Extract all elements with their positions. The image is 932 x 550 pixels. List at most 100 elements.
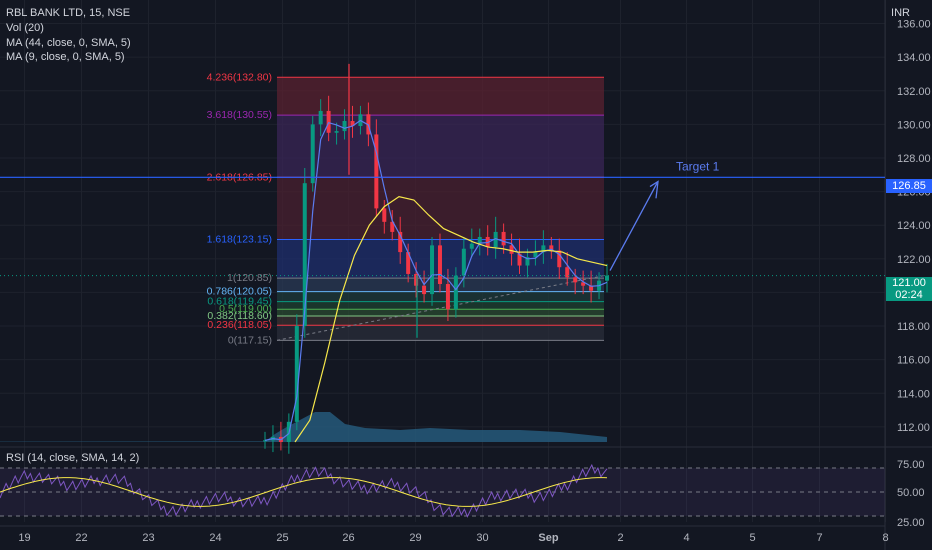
candle-body [605, 275, 609, 281]
time-axis-tick: 7 [816, 532, 822, 544]
time-axis-tick: 2 [617, 532, 623, 544]
candle-body [294, 326, 299, 422]
time-axis-tick: 26 [342, 532, 354, 544]
candle-body [326, 110, 331, 133]
candle-body [469, 243, 474, 249]
time-axis-tick: 8 [882, 532, 888, 544]
fib-zone [277, 291, 604, 302]
candle-body [501, 231, 506, 246]
symbol-title-text: RBL BANK LTD, 15, NSE [6, 7, 131, 19]
candle-body [318, 110, 323, 125]
fib-level-label: 4.236(132.80) [207, 71, 272, 83]
rsi-ma-line [0, 477, 608, 507]
candle-body [477, 236, 482, 244]
time-axis-tick: 30 [476, 532, 488, 544]
candle-body [533, 252, 538, 258]
candle-body [302, 183, 307, 327]
time-axis-tick: 4 [683, 532, 689, 544]
ma9-legend-text: MA (9, close, 0, SMA, 5) [6, 51, 125, 63]
candles-group [263, 95, 609, 454]
price-axis-tick: 128.00 [897, 153, 931, 165]
forecast-arrow [609, 182, 658, 271]
volume-legend[interactable]: Vol (20) [6, 22, 44, 34]
candle-body [573, 277, 578, 283]
last-price-badge: 121.00 02:24 [886, 277, 932, 301]
fib-level-label: 0.786(120.05) [207, 286, 272, 298]
candle-body [390, 221, 395, 232]
candle-body [437, 245, 442, 285]
candle-body [589, 285, 594, 291]
price-axis-tick: 114.00 [897, 388, 930, 400]
forecast-arrowhead [649, 180, 659, 199]
time-axis-tick: 19 [18, 532, 30, 544]
candle-body [557, 250, 562, 268]
fib-level-label: 1(120.85) [227, 272, 272, 284]
candle-body [263, 440, 267, 442]
candle-body [382, 208, 387, 222]
ma9-legend[interactable]: MA (9, close, 0, SMA, 5) [6, 51, 125, 63]
fib-zone [277, 77, 604, 116]
price-axis-tick: 136.00 [897, 19, 931, 31]
fib-level-label: 1.618(123.15) [207, 233, 272, 245]
candle-body [453, 275, 458, 310]
price-axis-tick: 134.00 [897, 52, 931, 64]
candle-body [430, 245, 435, 295]
candle-body [565, 267, 570, 278]
fib-level-label: 0(117.15) [228, 334, 272, 346]
candle-body [509, 245, 514, 254]
candle-body [541, 245, 546, 253]
fib-zone [277, 278, 604, 292]
price-axis-tick: 124.00 [897, 220, 931, 232]
ma44-legend[interactable]: MA (44, close, 0, SMA, 5) [6, 37, 131, 49]
bar-countdown: 02:24 [895, 289, 923, 301]
fib-trend-line [276, 275, 605, 341]
candle-body [549, 245, 554, 251]
candle-body [334, 131, 339, 133]
last-price-value: 121.00 [892, 277, 926, 289]
volume-area [0, 412, 607, 442]
ma44-line [294, 195, 608, 443]
time-axis-tick: 29 [409, 532, 421, 544]
candle-body [374, 134, 379, 209]
candle-body [517, 253, 522, 266]
candle-body [342, 121, 347, 132]
price-axis-tick: 118.00 [897, 321, 930, 333]
price-axis-tick: 122.00 [897, 254, 931, 266]
time-axis-tick: 24 [209, 532, 221, 544]
price-axis-tick: 112.00 [897, 422, 930, 434]
price-axis-tick: 130.00 [897, 119, 931, 131]
fib-level-label: 3.618(130.55) [207, 109, 272, 121]
fib-level-label: 0.618(119.45) [207, 296, 272, 308]
price-axis-tick: 116.00 [897, 355, 930, 367]
ma44-legend-text: MA (44, close, 0, SMA, 5) [6, 37, 131, 49]
symbol-title[interactable]: RBL BANK LTD, 15, NSE [6, 7, 130, 19]
time-axis-tick: 25 [276, 532, 288, 544]
fib-zone [277, 115, 604, 178]
rsi-axis-tick: 25.00 [897, 517, 925, 529]
rsi-axis-tick: 50.00 [897, 487, 925, 499]
volume-legend-text: Vol (20) [6, 22, 44, 34]
fib-level-label: 0.5(119.00) [219, 303, 272, 315]
rsi-line [0, 463, 608, 518]
fib-zone [277, 315, 604, 326]
time-axis-tick: 5 [749, 532, 755, 544]
candle-body [493, 231, 498, 248]
candle-body [581, 282, 586, 286]
candle-body [422, 285, 427, 295]
price-axis-tick: 132.00 [897, 86, 931, 98]
currency-unit: INR [891, 7, 910, 19]
fib-zone [277, 309, 604, 316]
candle-body [350, 121, 355, 127]
target-annotation-label: Target 1 [676, 159, 720, 173]
target-price-badge: 126.85 [886, 179, 932, 193]
rsi-legend[interactable]: RSI (14, close, SMA, 14, 2) [6, 452, 139, 464]
candle-body [461, 248, 466, 276]
rsi-legend-text: RSI (14, close, SMA, 14, 2) [6, 452, 140, 464]
time-axis-tick: 23 [142, 532, 154, 544]
candle-body [525, 257, 530, 266]
fib-level-label: 0.382(118.60) [207, 310, 272, 322]
fib-level-label: 0.236(118.05) [207, 319, 272, 331]
candle-body [445, 284, 450, 310]
